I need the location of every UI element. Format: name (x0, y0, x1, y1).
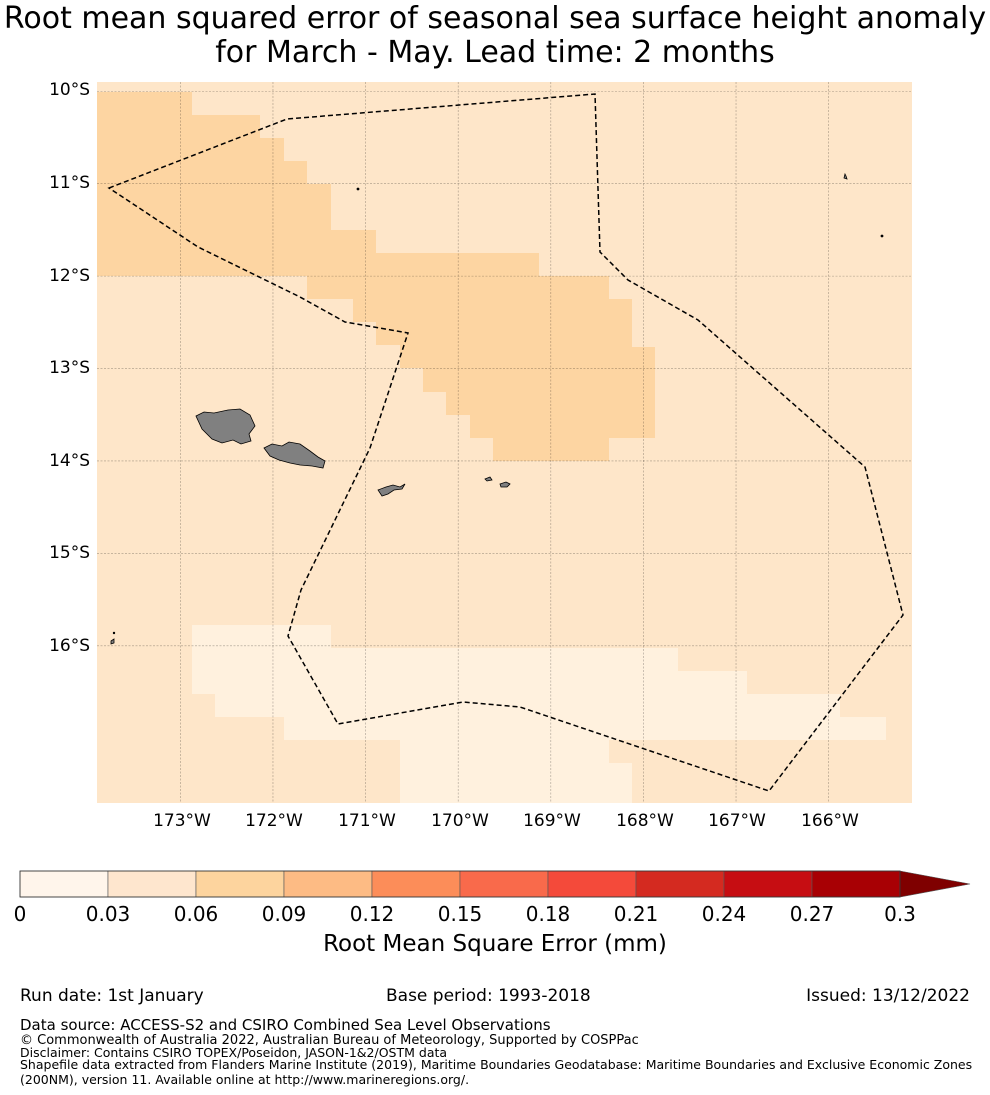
colorbar-segment (195, 870, 285, 898)
eez-boundary (107, 93, 904, 792)
colorbar-segment (459, 870, 549, 898)
colorbar-segment (811, 870, 901, 898)
colorbar-segment (283, 870, 373, 898)
lat-tick-label: 14°S (49, 451, 90, 471)
colorbar-segment (371, 870, 461, 898)
colorbar-tick-label: 0.03 (85, 902, 131, 926)
run-date: Run date: 1st January (20, 986, 204, 1006)
swains-island (843, 172, 848, 180)
colorbar-segment (19, 870, 109, 898)
colorbar-tick-label: 0.06 (173, 902, 219, 926)
base-period: Base period: 1993-2018 (386, 986, 591, 1006)
lon-tick-label: 166°W (801, 811, 859, 831)
colorbar-tick-label: 0.21 (613, 902, 659, 926)
colorbar-border (19, 870, 901, 898)
colorbar-tick-label: 0.3 (884, 902, 916, 926)
lon-tick-label: 173°W (153, 811, 211, 831)
land-masses (110, 172, 884, 645)
colorbar-extend-arrow (899, 870, 971, 898)
savaii-island (195, 408, 256, 445)
lat-tick-label: 16°S (49, 636, 90, 656)
lon-tick-label: 167°W (708, 811, 766, 831)
lat-tick-label: 10°S (49, 80, 90, 100)
lat-tick-label: 12°S (49, 266, 90, 286)
shapefile-credit-1: Shapefile data extracted from Flanders M… (20, 1057, 973, 1072)
lat-tick-label: 11°S (49, 173, 90, 193)
title-line-2: for March - May. Lead time: 2 months (215, 35, 775, 70)
lon-tick-label: 171°W (338, 811, 396, 831)
lon-tick-label: 172°W (245, 811, 303, 831)
colorbar-tick-label: 0.18 (525, 902, 571, 926)
rose-atoll (110, 638, 115, 645)
lon-tick-label: 169°W (523, 811, 581, 831)
colorbar-tick-label: 0.24 (701, 902, 747, 926)
colorbar-segment (107, 870, 197, 898)
small-islet (880, 234, 884, 238)
rmse-region-0.06-0.09 (97, 92, 655, 461)
small-islet (112, 631, 116, 635)
data-source: Data source: ACCESS-S2 and CSIRO Combine… (20, 1016, 551, 1034)
disclaimer: Disclaimer: Contains CSIRO TOPEX/Poseido… (20, 1045, 448, 1060)
colorbar-tick-label: 0.27 (789, 902, 835, 926)
lon-tick-label: 170°W (431, 811, 489, 831)
ofu-olosega-island (484, 476, 493, 482)
tau-island (499, 481, 511, 488)
colorbar-segment (635, 870, 725, 898)
copyright: © Commonwealth of Australia 2022, Austra… (20, 1033, 639, 1048)
colorbar (19, 870, 971, 898)
lat-tick-label: 15°S (49, 543, 90, 563)
lon-tick-label: 168°W (616, 811, 674, 831)
title-line-1: Root mean squared error of seasonal sea … (3, 1, 987, 36)
shapefile-credit-2: (200NM), version 11. Available online at… (20, 1072, 470, 1087)
colorbar-tick-label: 0.15 (437, 902, 483, 926)
lat-tick-label: 13°S (49, 358, 90, 378)
small-islet (356, 187, 360, 191)
colorbar-label: Root Mean Square Error (mm) (323, 931, 667, 957)
gridlines (97, 82, 912, 803)
colorbar-segment (723, 870, 813, 898)
colorbar-tick-label: 0 (13, 902, 27, 926)
colorbar-segment (547, 870, 637, 898)
upolu-island (263, 441, 326, 469)
chart-title: Root mean squared error of seasonal sea … (0, 2, 990, 70)
tutuila-island (377, 483, 406, 497)
colorbar-tick-label: 0.09 (261, 902, 307, 926)
issued-date: Issued: 13/12/2022 (806, 986, 970, 1006)
colorbar-tick-label: 0.12 (349, 902, 395, 926)
